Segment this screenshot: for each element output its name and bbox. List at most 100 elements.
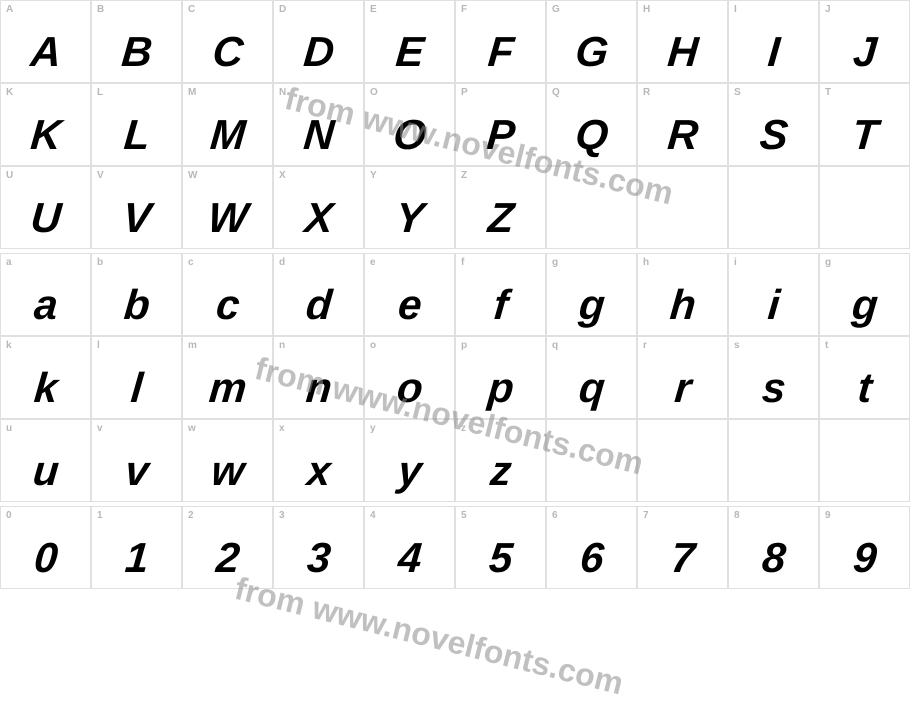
cell-label: o	[370, 340, 376, 351]
cell-glyph: 9	[818, 534, 911, 582]
cell-label: R	[643, 87, 650, 98]
cell-label: N	[279, 87, 286, 98]
glyph-cell: 77	[637, 506, 728, 589]
cell-glyph: f	[454, 281, 547, 329]
cell-glyph: R	[636, 111, 729, 159]
glyph-cell: TT	[819, 83, 910, 166]
cell-label: D	[279, 4, 286, 15]
glyph-cell: xx	[273, 419, 364, 502]
cell-label: n	[279, 340, 285, 351]
cell-label: g	[552, 257, 558, 268]
glyph-cell	[819, 419, 910, 502]
glyph-cell: uu	[0, 419, 91, 502]
glyph-row: UUVVWWXXYYZZ	[0, 166, 910, 249]
cell-label: 8	[734, 510, 740, 521]
glyph-cell: ff	[455, 253, 546, 336]
cell-label: e	[370, 257, 376, 268]
cell-glyph: 4	[363, 534, 456, 582]
cell-label: S	[734, 87, 741, 98]
cell-glyph: E	[363, 28, 456, 76]
cell-label: 1	[97, 510, 103, 521]
cell-glyph: q	[545, 364, 638, 412]
glyph-cell: ZZ	[455, 166, 546, 249]
cell-label: X	[279, 170, 286, 181]
glyph-cell: 66	[546, 506, 637, 589]
glyph-cell: tt	[819, 336, 910, 419]
cell-label: 2	[188, 510, 194, 521]
cell-label: K	[6, 87, 13, 98]
cell-label: Y	[370, 170, 377, 181]
watermark-text: from www.novelfonts.com	[231, 570, 627, 702]
glyph-cell: hh	[637, 253, 728, 336]
cell-label: x	[279, 423, 285, 434]
cell-glyph: n	[272, 364, 365, 412]
cell-glyph: v	[90, 447, 183, 495]
cell-label: U	[6, 170, 13, 181]
glyph-cell: mm	[182, 336, 273, 419]
glyph-cell: DD	[273, 0, 364, 83]
glyph-cell: ll	[91, 336, 182, 419]
cell-label: W	[188, 170, 197, 181]
cell-glyph: 0	[0, 534, 92, 582]
cell-glyph: c	[181, 281, 274, 329]
cell-glyph: z	[454, 447, 547, 495]
cell-glyph: Q	[545, 111, 638, 159]
glyph-cell: PP	[455, 83, 546, 166]
cell-glyph: Z	[454, 194, 547, 242]
glyph-row: 00112233445566778899	[0, 506, 910, 589]
cell-glyph: 2	[181, 534, 274, 582]
glyph-cell	[637, 166, 728, 249]
cell-glyph: Y	[363, 194, 456, 242]
glyph-cell	[546, 166, 637, 249]
glyph-cell: 88	[728, 506, 819, 589]
glyph-cell: FF	[455, 0, 546, 83]
glyph-cell: gg	[546, 253, 637, 336]
cell-label: E	[370, 4, 377, 15]
cell-label: q	[552, 340, 558, 351]
cell-label: Q	[552, 87, 560, 98]
cell-glyph: o	[363, 364, 456, 412]
glyph-cell: qq	[546, 336, 637, 419]
cell-glyph: B	[90, 28, 183, 76]
cell-glyph: w	[181, 447, 274, 495]
cell-glyph: A	[0, 28, 92, 76]
glyph-cell: XX	[273, 166, 364, 249]
cell-label: G	[552, 4, 560, 15]
cell-label: B	[97, 4, 104, 15]
glyph-cell: cc	[182, 253, 273, 336]
glyph-cell: 33	[273, 506, 364, 589]
glyph-cell: nn	[273, 336, 364, 419]
cell-glyph: J	[818, 28, 911, 76]
glyph-cell: 22	[182, 506, 273, 589]
cell-label: O	[370, 87, 378, 98]
glyph-cell: JJ	[819, 0, 910, 83]
cell-label: F	[461, 4, 467, 15]
cell-glyph: H	[636, 28, 729, 76]
glyph-cell: ee	[364, 253, 455, 336]
glyph-cell	[819, 166, 910, 249]
cell-label: y	[370, 423, 376, 434]
cell-glyph: X	[272, 194, 365, 242]
glyph-cell: 00	[0, 506, 91, 589]
glyph-cell: SS	[728, 83, 819, 166]
cell-label: v	[97, 423, 103, 434]
cell-glyph: 1	[90, 534, 183, 582]
cell-label: Z	[461, 170, 467, 181]
cell-glyph: F	[454, 28, 547, 76]
cell-label: M	[188, 87, 196, 98]
glyph-cell: II	[728, 0, 819, 83]
cell-label: w	[188, 423, 196, 434]
glyph-cell: NN	[273, 83, 364, 166]
glyph-cell: UU	[0, 166, 91, 249]
cell-glyph: b	[90, 281, 183, 329]
glyph-cell: aa	[0, 253, 91, 336]
glyph-cell: RR	[637, 83, 728, 166]
cell-label: b	[97, 257, 103, 268]
cell-label: 6	[552, 510, 558, 521]
glyph-cell: GG	[546, 0, 637, 83]
glyph-cell: QQ	[546, 83, 637, 166]
glyph-cell: 11	[91, 506, 182, 589]
glyph-cell: ss	[728, 336, 819, 419]
glyph-cell: oo	[364, 336, 455, 419]
cell-glyph: x	[272, 447, 365, 495]
